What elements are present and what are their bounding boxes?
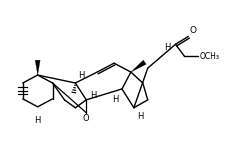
Text: H: H: [164, 43, 171, 52]
Polygon shape: [35, 60, 40, 75]
Text: H: H: [137, 112, 143, 121]
Text: O: O: [189, 26, 196, 35]
Text: H: H: [112, 95, 118, 104]
Text: OCH₃: OCH₃: [199, 52, 219, 61]
Text: H: H: [90, 91, 97, 100]
Text: H: H: [78, 71, 85, 80]
Polygon shape: [131, 60, 146, 72]
Text: H: H: [35, 116, 41, 125]
Text: O: O: [83, 114, 90, 123]
